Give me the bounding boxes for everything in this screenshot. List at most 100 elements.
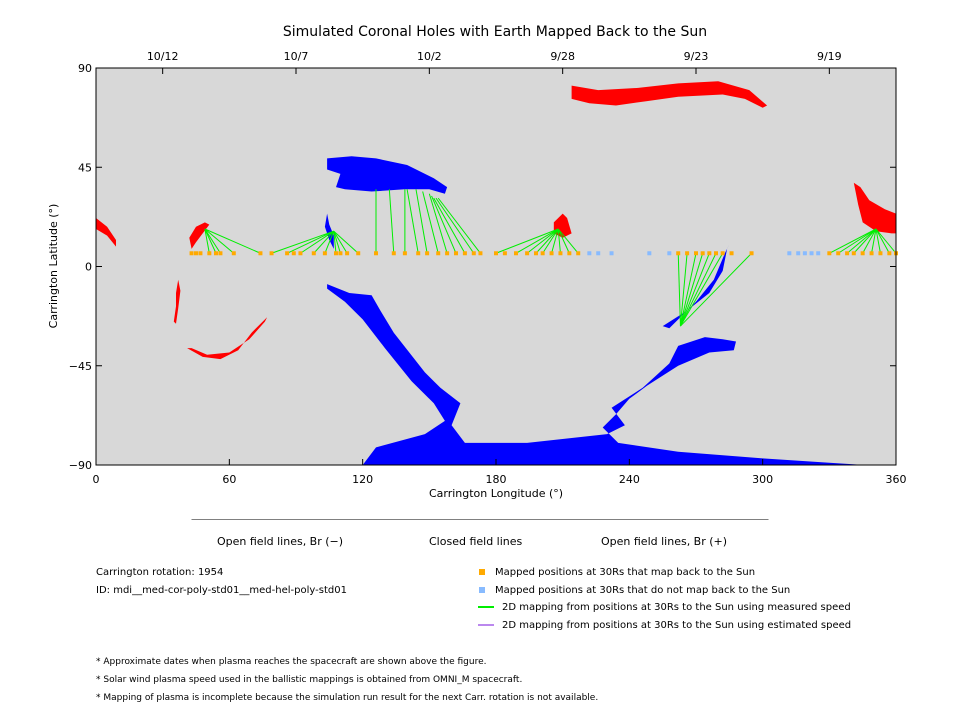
mapped-point-37 (567, 251, 572, 256)
mapping-line-31 (557, 228, 561, 254)
x-tick-label-4: 240 (619, 473, 640, 486)
mapping-line-23 (435, 197, 475, 254)
mapping-line-48 (875, 228, 881, 254)
mapped-point-2 (198, 251, 203, 256)
legend-measured: 2D mapping from positions at 30Rs to the… (478, 602, 851, 613)
footnote-incomplete: * Mapping of plasma is incomplete becaus… (96, 693, 599, 703)
mapping-line-40 (680, 253, 724, 327)
unmapped-point-7 (802, 251, 807, 256)
mapped-point-49 (836, 251, 841, 256)
mapping-line-41 (680, 252, 752, 327)
colorbar-label-closed: Closed field lines (429, 535, 523, 548)
mapped-point-7 (258, 251, 263, 256)
mapping-line-37 (679, 253, 704, 327)
unmapped-point-8 (809, 251, 814, 256)
estimated-line-swatch-icon (478, 624, 494, 626)
mapped-point-16 (345, 251, 350, 256)
plot-background (96, 68, 896, 465)
mapping-line-27 (526, 228, 559, 254)
mapping-line-39 (679, 253, 717, 327)
mapped-point-48 (827, 251, 832, 256)
mapping-line-43 (837, 228, 877, 254)
mapping-line-45 (853, 228, 877, 254)
mapped-point-12 (311, 251, 316, 256)
mapped-point-36 (558, 251, 563, 256)
unmapped-point-5 (787, 251, 792, 256)
mapped-point-43 (707, 251, 712, 256)
mapping-line-12 (333, 230, 348, 254)
mapped-point-14 (334, 251, 338, 256)
mapping-line-0 (204, 228, 210, 254)
mapping-line-36 (679, 253, 697, 327)
legend-mapped: Mapped positions at 30Rs that map back t… (478, 567, 755, 578)
date-tick-label-1: 10/7 (284, 50, 309, 63)
mapped-point-22 (425, 251, 430, 256)
mapped-point-0 (189, 251, 194, 256)
colorbar-label-negative: Open field lines, Br (−) (217, 535, 344, 548)
mapped-point-33 (534, 251, 538, 256)
mapping-line-8 (313, 230, 335, 254)
x-axis-label: Carrington Longitude (°) (429, 487, 563, 500)
mapped-point-51 (851, 251, 856, 256)
mapped-point-47 (749, 251, 754, 256)
footnote-dates: * Approximate dates when plasma reaches … (96, 657, 487, 667)
mapped-point-25 (454, 251, 458, 256)
mapped-point-10 (291, 251, 296, 256)
mapping-line-15 (388, 189, 395, 254)
mapped-point-20 (402, 251, 407, 256)
mapped-point-8 (269, 251, 274, 256)
unmapped-swatch-icon (479, 587, 485, 593)
mapped-point-38 (576, 251, 581, 256)
mapped-point-6 (231, 251, 236, 256)
x-tick-label-3: 180 (486, 473, 507, 486)
mapping-line-25 (495, 228, 559, 254)
mapping-line-21 (431, 195, 457, 254)
mapping-line-19 (422, 191, 439, 254)
mapping-lines-layer (204, 189, 897, 327)
coronal-hole-negative-9 (327, 284, 865, 465)
unmapped-point-3 (647, 251, 652, 256)
coronal-hole-positive-2 (173, 279, 181, 324)
mapped-point-39 (676, 251, 681, 256)
mapped-point-24 (445, 251, 450, 256)
mapped-point-46 (729, 251, 734, 256)
mapped-point-18 (374, 251, 378, 256)
mapped-point-17 (356, 251, 361, 256)
mapping-line-42 (829, 228, 877, 254)
mapped-point-50 (845, 251, 850, 256)
date-tick-label-4: 9/23 (684, 50, 709, 63)
mapped-point-53 (869, 251, 874, 256)
mapping-line-20 (428, 193, 448, 254)
x-tick-label-5: 300 (752, 473, 773, 486)
unmapped-point-2 (609, 251, 614, 256)
mapped-point-15 (338, 251, 343, 256)
mapped-point-35 (549, 251, 554, 256)
mapping-line-32 (557, 228, 570, 254)
mapped-point-31 (514, 251, 518, 256)
footnote-speed-source: * Solar wind plasma speed used in the ba… (96, 675, 523, 685)
mapping-line-30 (551, 228, 559, 254)
coronal-hole-positive-1 (189, 222, 210, 249)
mapped-point-1 (194, 251, 198, 256)
mapping-line-13 (333, 230, 359, 254)
mapped-point-30 (502, 251, 507, 256)
date-tick-label-0: 10/12 (147, 50, 179, 63)
legend-estimated: 2D mapping from positions at 30Rs to the… (478, 620, 851, 631)
mapped-points-layer (189, 251, 898, 256)
legend-unmapped-label: Mapped positions at 30Rs that do not map… (495, 585, 791, 596)
mapped-point-9 (285, 251, 290, 256)
unmapped-point-4 (667, 251, 672, 256)
legend-unmapped: Mapped positions at 30Rs that do not map… (478, 585, 790, 596)
mapped-point-21 (416, 251, 421, 256)
y-tick-label-1: −45 (69, 360, 92, 373)
mapped-point-11 (298, 251, 303, 256)
mapped-point-19 (391, 251, 396, 256)
mapping-line-38 (679, 253, 710, 327)
mapping-line-4 (204, 228, 261, 254)
mapping-line-11 (333, 231, 341, 254)
mapping-line-44 (846, 228, 877, 254)
unmapped-point-0 (587, 251, 592, 256)
chart-title: Simulated Coronal Holes with Earth Mappe… (283, 24, 707, 40)
unmapped-point-9 (816, 251, 821, 256)
legend-mapped-label: Mapped positions at 30Rs that map back t… (495, 567, 756, 578)
